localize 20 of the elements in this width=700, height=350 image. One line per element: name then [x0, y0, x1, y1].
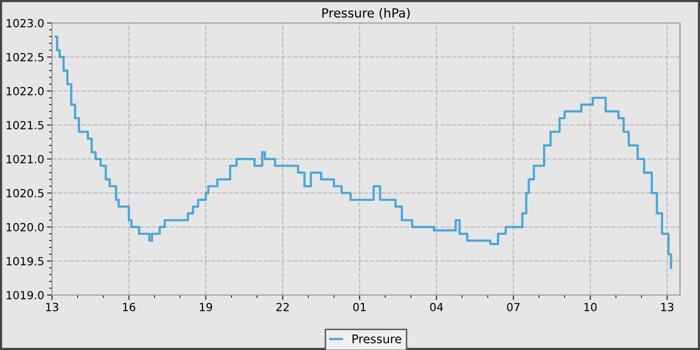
y-tick-label: 1019.5 — [6, 256, 44, 266]
y-tick-label: 1022.5 — [6, 52, 44, 62]
y-tick-label: 1022.0 — [6, 86, 44, 96]
y-tick-label: 1023.0 — [6, 18, 44, 28]
x-tick-label: 07 — [507, 302, 520, 312]
y-tick-label: 1020.0 — [6, 222, 44, 232]
x-tick-label: 10 — [584, 302, 597, 312]
y-tick-label: 1019.0 — [6, 290, 44, 300]
x-tick-label: 19 — [200, 302, 212, 312]
x-tick-label: 04 — [430, 302, 443, 312]
x-tick-label: 22 — [276, 302, 289, 312]
y-tick-label: 1021.0 — [6, 154, 44, 164]
x-tick-label: 13 — [661, 302, 674, 312]
y-tick-label: 1020.5 — [6, 188, 44, 198]
y-tick-label: 1021.5 — [6, 120, 44, 130]
chart-title: Pressure (hPa) — [322, 8, 410, 20]
x-tick-label: 13 — [46, 302, 58, 312]
legend-label: Pressure — [352, 334, 402, 344]
x-tick-label: 16 — [123, 302, 136, 312]
x-tick-label: 01 — [353, 302, 366, 312]
